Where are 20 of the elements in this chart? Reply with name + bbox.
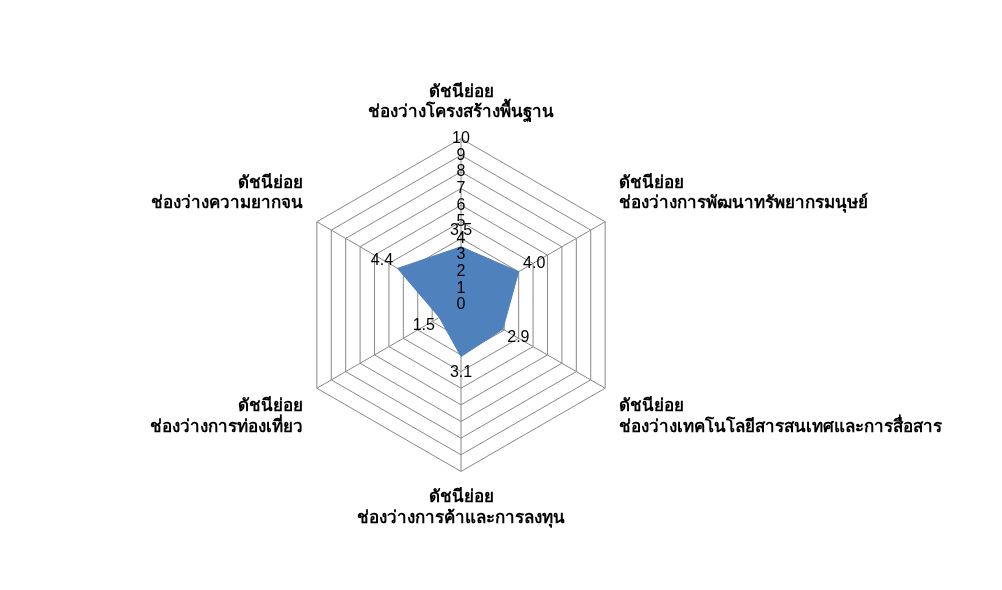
data-label: 4.0 bbox=[523, 254, 546, 272]
data-label: 3.1 bbox=[449, 363, 473, 380]
spoke-label: ดัชนีย่อย ช่องว่างความยากจน bbox=[151, 171, 303, 213]
data-label: 4.4 bbox=[370, 250, 394, 268]
spoke-label: ดัชนีย่อย ช่องว่างการท่องเที่ยว bbox=[150, 395, 303, 436]
y-tick-label: 6 bbox=[456, 195, 466, 213]
y-tick-label: 9 bbox=[456, 145, 466, 163]
y-tick-label: 2 bbox=[456, 262, 466, 280]
data-label: 1.5 bbox=[412, 315, 436, 333]
spoke-label: ดัชนีย่อย ช่องว่างโครงสร้างพื้นฐาน bbox=[368, 80, 554, 124]
data-label: 2.9 bbox=[507, 327, 530, 345]
spoke-label: ดัชนีย่อย ช่องว่างการค้าและการลงทุน bbox=[357, 486, 565, 528]
y-tick-label: 3 bbox=[456, 245, 466, 263]
spoke-label: ดัชนีย่อย ช่องว่างการพัฒนาทรัพยากรมนุษย์ bbox=[619, 171, 868, 214]
y-tick-label: 1 bbox=[456, 278, 466, 296]
y-tick-label: 8 bbox=[456, 162, 466, 180]
y-tick-label: 10 bbox=[452, 128, 470, 146]
y-tick-label: 7 bbox=[456, 178, 466, 196]
y-tick-label: 0 bbox=[456, 295, 466, 313]
spoke-label: ดัชนีย่อย ช่องว่างเทคโนโลยีสารสนเทศและการสื่อสาร bbox=[619, 395, 943, 436]
